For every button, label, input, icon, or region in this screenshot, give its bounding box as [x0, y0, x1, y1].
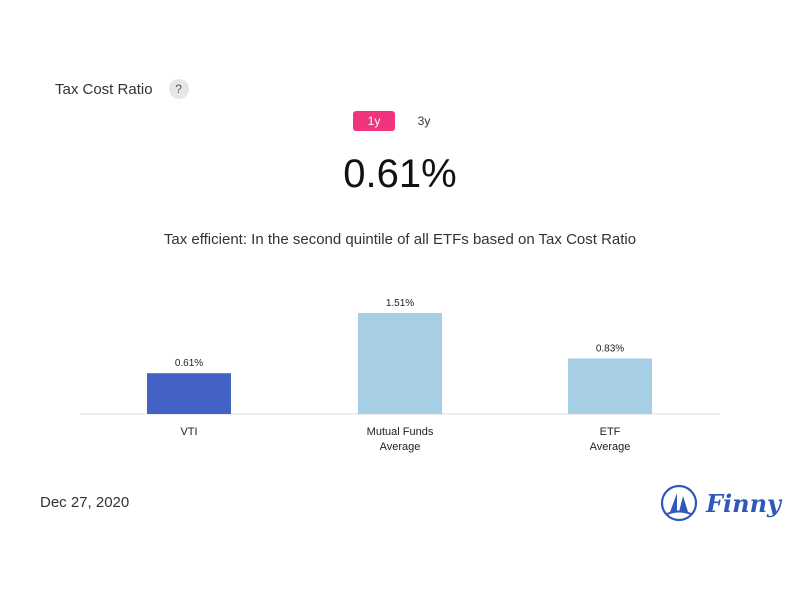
efficiency-description: Tax efficient: In the second quintile of… — [163, 231, 637, 248]
sailboat-logo-icon — [660, 484, 698, 522]
header: Tax Cost Ratio ? — [55, 79, 189, 99]
page-title: Tax Cost Ratio — [55, 80, 153, 98]
tax-cost-ratio-value: 0.61% — [343, 152, 457, 196]
bar-value-label-2: 0.83% — [596, 343, 624, 354]
bar-0 — [147, 373, 231, 414]
tax-cost-ratio-chart: 0.61% VTI 1.51% Mutual Funds Average 0.83% ETF… — [80, 298, 720, 453]
tab-1y[interactable]: 1y — [353, 111, 395, 131]
category-label-2-0: ETF — [600, 426, 621, 438]
bar-2 — [568, 358, 652, 414]
brand-logo[interactable]: Finny — [660, 484, 781, 522]
help-icon[interactable]: ? — [168, 79, 189, 99]
bar-value-label-1: 1.51% — [386, 298, 414, 309]
category-label-1-0: Mutual Funds — [367, 426, 434, 438]
tab-3y[interactable]: 3y — [417, 114, 431, 128]
category-label-0-0: VTI — [180, 426, 197, 438]
period-tabs: 1y 3y — [353, 111, 445, 131]
category-label-1-1: Average — [380, 441, 421, 453]
category-label-2-1: Average — [590, 441, 631, 453]
bar-value-label-0: 0.61% — [175, 358, 203, 369]
brand-name: Finny — [706, 488, 781, 518]
bar-1 — [358, 313, 442, 414]
as-of-date: Dec 27, 2020 — [40, 494, 130, 511]
